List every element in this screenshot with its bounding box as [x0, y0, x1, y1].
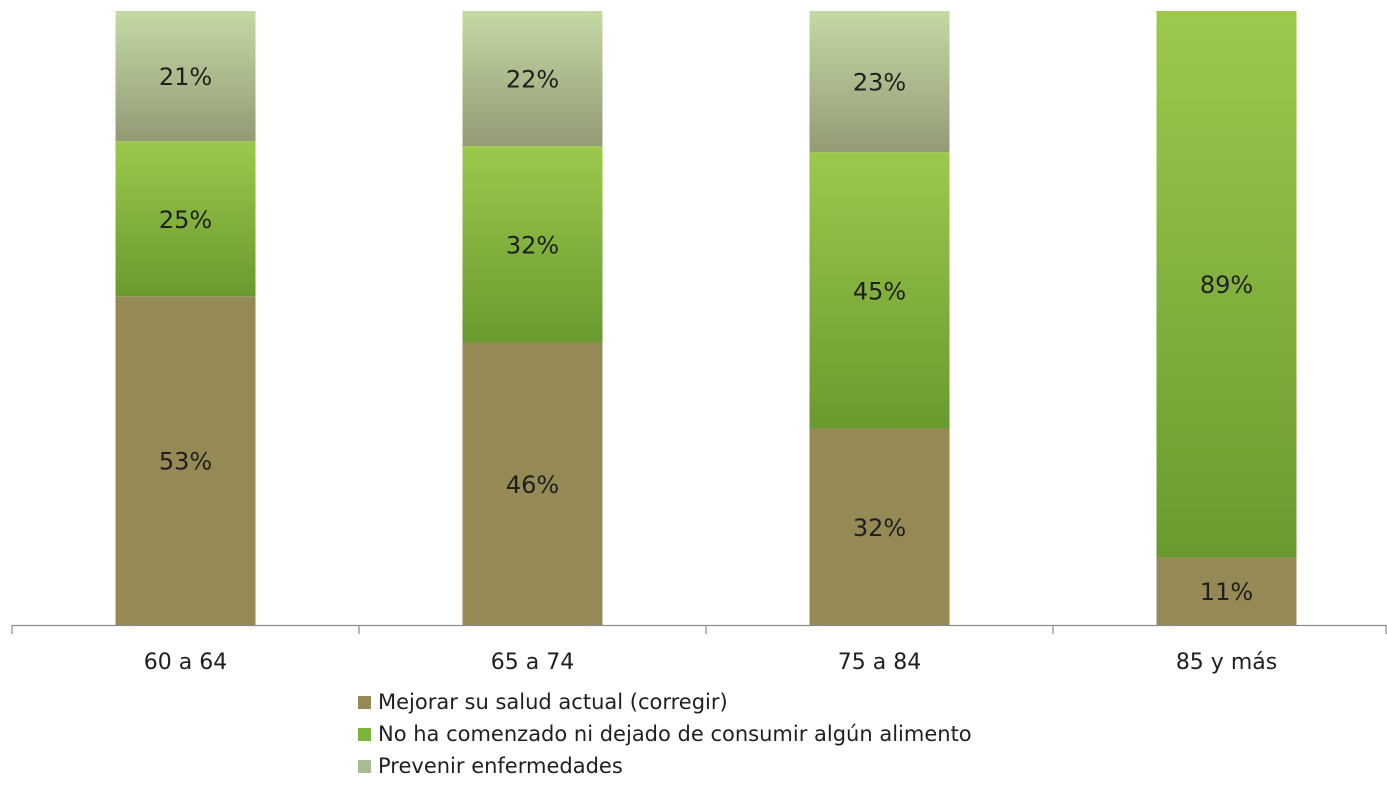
bar-segment	[115, 141, 256, 297]
data-label: 32%	[853, 514, 906, 542]
data-label: 11%	[1200, 578, 1253, 606]
legend-swatch	[358, 727, 371, 741]
legend-item: Prevenir enfermedades	[358, 750, 972, 782]
legend-label: No ha comenzado ni dejado de consumir al…	[378, 722, 972, 746]
x-tick-label: 75 a 84	[838, 650, 921, 675]
x-tick-label: 65 a 74	[491, 650, 574, 675]
data-label: 23%	[853, 69, 906, 97]
data-label: 32%	[506, 231, 559, 259]
legend: Mejorar su salud actual (corregir) No ha…	[358, 686, 972, 782]
bar-segment	[809, 428, 950, 625]
data-label: 22%	[506, 66, 559, 94]
legend-item: Mejorar su salud actual (corregir)	[358, 686, 972, 718]
bar-segment	[462, 146, 603, 343]
legend-label: Prevenir enfermedades	[378, 754, 623, 778]
x-tick-label: 60 a 64	[144, 650, 227, 675]
bar-segment	[115, 296, 256, 625]
legend-swatch	[358, 695, 371, 709]
bar-segment	[115, 11, 256, 142]
data-label: 21%	[159, 63, 212, 91]
data-label: 89%	[1200, 271, 1253, 299]
stacked-bar-chart: 53% 25% 21% 46% 32% 22% 32% 45% 23% 11% 89% 60 a 6…	[11, 11, 1387, 675]
legend-label: Mejorar su salud actual (corregir)	[378, 690, 728, 714]
data-label: 46%	[506, 471, 559, 499]
legend-item: No ha comenzado ni dejado de consumir al…	[358, 718, 972, 750]
x-tick-label: 85 y más	[1176, 650, 1277, 675]
bar-segment	[1156, 557, 1297, 625]
bar-segment	[462, 342, 603, 625]
data-label: 25%	[159, 206, 212, 234]
bar-segment	[1156, 11, 1297, 558]
bar-segment	[809, 11, 950, 153]
bar-segment	[462, 11, 603, 147]
data-label: 53%	[159, 448, 212, 476]
bar-segment	[809, 152, 950, 429]
legend-swatch	[358, 759, 371, 773]
data-label: 45%	[853, 277, 906, 305]
